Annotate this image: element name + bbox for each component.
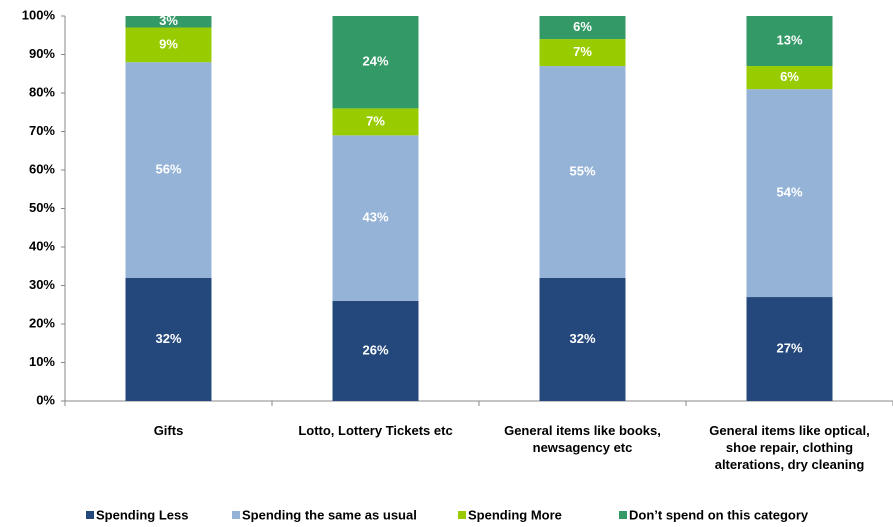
x-tick-label: Lotto, Lottery Tickets etc: [298, 423, 452, 438]
bar-segment: [539, 16, 626, 40]
value-label: 54%: [776, 185, 802, 200]
legend-swatch: [232, 511, 240, 519]
value-label: 32%: [155, 331, 181, 346]
value-label: 7%: [366, 113, 385, 128]
legend-label: Spending the same as usual: [242, 507, 417, 522]
bar-segment: [539, 39, 626, 67]
x-tick-label: General items like books, newsagency etc: [504, 423, 661, 455]
bar-segment: [539, 277, 626, 401]
bar-segment: [746, 89, 833, 298]
x-tick-label: Gifts: [154, 423, 184, 438]
value-label: 3%: [159, 13, 178, 28]
value-label: 32%: [569, 331, 595, 346]
y-tick-label: 50%: [29, 200, 55, 215]
legend-label: Spending More: [468, 507, 562, 522]
y-tick-label: 20%: [29, 315, 55, 330]
y-tick-label: 100%: [22, 7, 56, 22]
legend-swatch: [619, 511, 627, 519]
value-label: 7%: [573, 44, 592, 59]
bar-segment: [746, 66, 833, 90]
bar-segment: [125, 27, 212, 63]
y-tick-label: 0%: [36, 392, 55, 407]
legend-label: Spending Less: [96, 507, 188, 522]
bar-segment: [332, 16, 419, 109]
value-label: 24%: [362, 54, 388, 69]
x-tick-label: General items like optical, shoe repair, …: [709, 423, 869, 472]
bar-segment: [746, 297, 833, 401]
value-label: 27%: [776, 340, 802, 355]
bar-segment: [125, 16, 212, 28]
y-tick-label: 40%: [29, 238, 55, 253]
y-tick-label: 30%: [29, 277, 55, 292]
value-label: 13%: [776, 32, 802, 47]
bar-segment: [332, 135, 419, 301]
value-label: 6%: [780, 69, 799, 84]
legend-swatch: [458, 511, 466, 519]
value-label: 43%: [362, 210, 388, 225]
value-label: 9%: [159, 36, 178, 51]
bar-segment: [332, 300, 419, 401]
bar-segment: [125, 62, 212, 278]
y-tick-label: 70%: [29, 123, 55, 138]
legend-swatch: [86, 511, 94, 519]
bar-segment: [125, 277, 212, 401]
legend-label: Don’t spend on this category: [629, 507, 809, 522]
y-tick-label: 80%: [29, 84, 55, 99]
value-label: 6%: [573, 19, 592, 34]
value-label: 26%: [362, 342, 388, 357]
value-label: 55%: [569, 163, 595, 178]
y-tick-label: 60%: [29, 161, 55, 176]
bar-segment: [539, 66, 626, 278]
bar-segment: [746, 16, 833, 67]
bar-segment: [332, 108, 419, 136]
y-tick-label: 10%: [29, 354, 55, 369]
y-tick-label: 90%: [29, 46, 55, 61]
value-label: 56%: [155, 161, 181, 176]
